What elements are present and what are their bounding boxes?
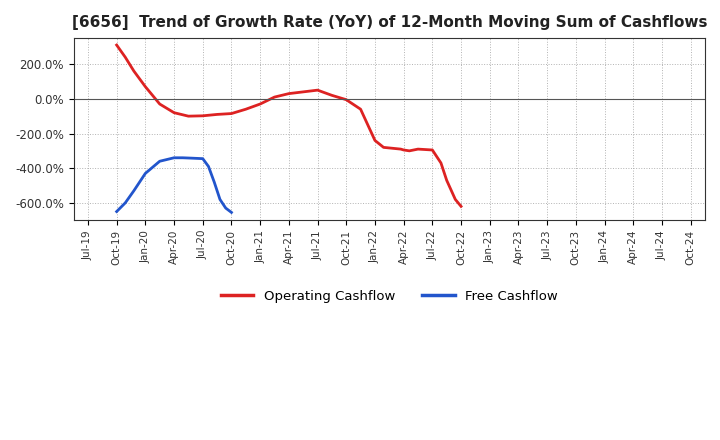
Title: [6656]  Trend of Growth Rate (YoY) of 12-Month Moving Sum of Cashflows: [6656] Trend of Growth Rate (YoY) of 12-…	[71, 15, 707, 30]
Legend: Operating Cashflow, Free Cashflow: Operating Cashflow, Free Cashflow	[215, 285, 563, 308]
